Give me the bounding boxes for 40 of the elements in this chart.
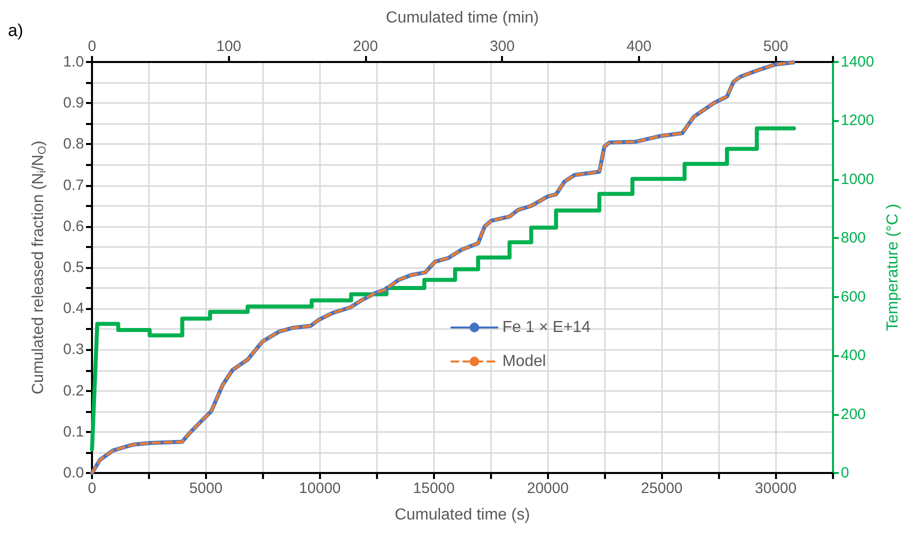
x2-tick-label: 200: [352, 38, 378, 55]
x-tick-label: 10000: [299, 480, 341, 497]
line-series: [90, 126, 796, 452]
y2-tick-label: 200: [840, 406, 866, 423]
x2-tick-label: 500: [763, 38, 788, 55]
x2-tick-label: 300: [490, 38, 515, 55]
x-tick-label: 20000: [526, 480, 569, 497]
y2-tick-label: 400: [840, 347, 866, 364]
y2-tick-label: 1000: [840, 170, 874, 188]
y-tick-label: 0.4: [63, 300, 84, 318]
y-tick-label: 0.2: [63, 382, 84, 400]
y-tick-label: 0.7: [63, 176, 84, 194]
legend-label: Fe 1 × E+14: [502, 318, 591, 336]
legend-label: Model: [502, 352, 546, 370]
y-tick-label: 0.6: [63, 218, 84, 235]
x-axis-title: Cumulated time (s): [394, 506, 530, 524]
y2-tick-label: 1200: [840, 112, 874, 130]
x2-tick-label: 400: [626, 38, 652, 55]
x-tick-label: 5000: [189, 480, 223, 497]
y2-tick-label: 0: [840, 464, 850, 482]
y2-axis-title: Temperature (°C ): [884, 204, 902, 332]
y-tick-label: 0.0: [63, 464, 84, 482]
x2-tick-label: 0: [88, 38, 96, 55]
x-tick-label: 15000: [413, 480, 455, 497]
x-tick-label: 0: [88, 480, 96, 497]
y-tick-label: 0.3: [63, 341, 84, 358]
y-tick-label: 0.8: [63, 136, 84, 153]
y2-tick-label: 1400: [840, 54, 874, 70]
x-tick-label: 25000: [640, 480, 683, 497]
y-tick-label: 0.5: [63, 259, 84, 276]
x2-tick-label: 100: [216, 38, 242, 55]
text: a): [8, 21, 24, 40]
y-tick-label: 1.0: [63, 54, 84, 70]
y2-tick-label: 600: [840, 288, 866, 306]
y2-tick-label: 800: [840, 230, 866, 247]
y-axis-title: Cumulated released fraction (Ni/NO): [30, 140, 48, 394]
y-tick-label: 0.9: [63, 94, 84, 112]
x2-axis-title: Cumulated time (min): [386, 10, 539, 26]
x-tick-label: 30000: [754, 480, 797, 497]
y-tick-label: 0.1: [63, 423, 84, 440]
